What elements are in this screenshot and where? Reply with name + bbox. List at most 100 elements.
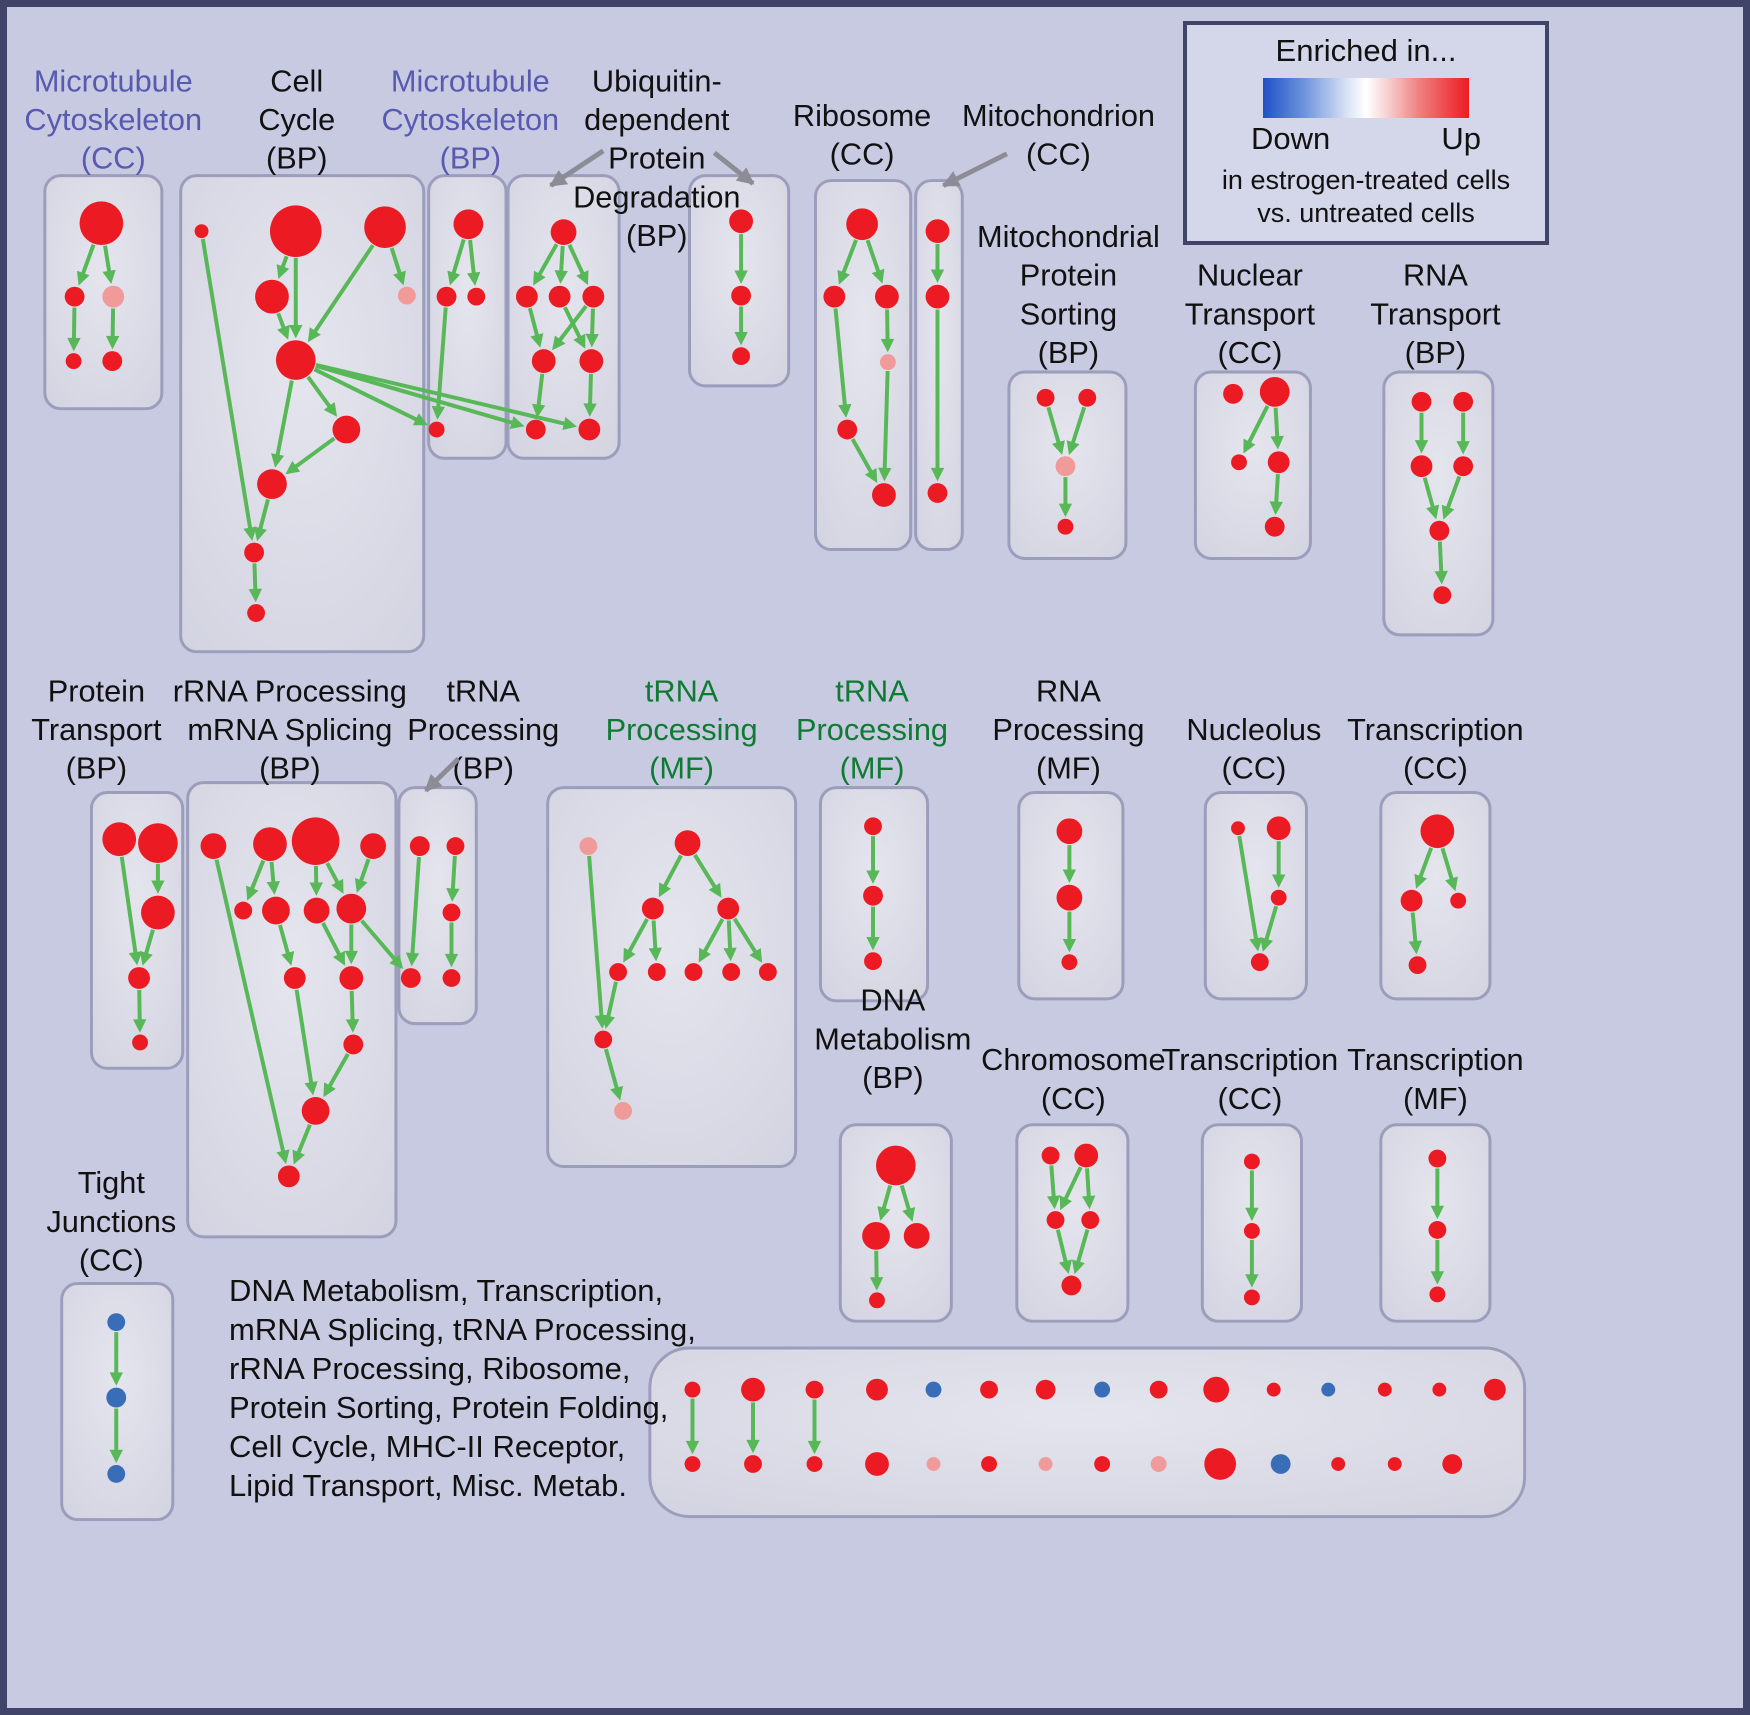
go-term-node-rna-proc-mf-b <box>1056 884 1083 911</box>
hierarchy-edge <box>658 854 683 898</box>
label-pointer-arrow <box>941 151 1009 188</box>
go-term-node-ribosome-cc-b <box>823 285 846 308</box>
go-term-node-cell-cycle-b <box>269 205 322 257</box>
go-term-node-misc-t12 <box>1321 1382 1336 1397</box>
go-term-node-misc-t10 <box>1203 1376 1230 1403</box>
legend-down-label: Down <box>1251 121 1331 156</box>
hierarchy-edge <box>446 855 460 902</box>
legend-context-line1: in estrogen-treated cells <box>1221 165 1511 195</box>
go-term-node-rna-transport-a <box>1411 391 1432 412</box>
nodes-layer <box>64 201 1506 1483</box>
hierarchy-edge <box>1055 1229 1072 1275</box>
go-term-node-cell-cycle-i <box>244 542 265 563</box>
cluster-label-trna-mf-a: (MF) <box>649 751 714 786</box>
hierarchy-edge <box>345 990 360 1033</box>
go-term-node-protein-transport-b <box>138 823 178 863</box>
go-term-node-transcription-cc-a-d <box>1408 956 1427 975</box>
go-term-node-trna-mf-b-b <box>863 885 883 906</box>
cluster-label-cell-cycle: Cell <box>270 63 323 98</box>
hierarchy-edge <box>899 1184 916 1222</box>
go-term-node-ubiq1-e <box>531 349 556 373</box>
hierarchy-edge <box>276 255 290 280</box>
go-term-node-trna-bp-e <box>442 969 461 987</box>
hierarchy-edge <box>1243 405 1270 454</box>
go-term-node-misc-t11 <box>1266 1382 1281 1397</box>
label-pointer-arrow <box>549 148 605 188</box>
cluster-label-transcription-cc-b: (CC) <box>1217 1081 1282 1116</box>
hierarchy-edge <box>248 563 262 603</box>
go-term-node-rna-proc-mf-a <box>1056 818 1083 845</box>
go-term-node-mito-cc-a <box>925 219 950 244</box>
cluster-label-chromosome-cc: (CC) <box>1041 1081 1106 1116</box>
go-term-node-trna-mf-a-j <box>594 1030 613 1049</box>
hierarchy-edge <box>1237 835 1263 952</box>
hierarchy-edge <box>447 238 466 286</box>
go-term-node-rna-transport-c <box>1410 455 1433 478</box>
hierarchy-edge <box>1059 1166 1083 1211</box>
go-term-node-rrna-mrna-f <box>262 896 290 925</box>
hierarchy-edge <box>1270 407 1284 450</box>
hierarchy-edge <box>119 856 142 966</box>
cluster-label-protein-transport: (BP) <box>66 751 127 786</box>
cluster-label-rna-transport: Transport <box>1370 296 1501 331</box>
go-term-node-nucleolus-cc-d <box>1250 953 1269 972</box>
misc-categories-line: Lipid Transport, Misc. Metab. <box>229 1468 627 1503</box>
cluster-label-ubiq1: Degradation <box>573 179 740 214</box>
go-term-node-ubiq1-f <box>579 349 604 373</box>
go-term-node-mt-bp-c <box>467 287 486 306</box>
go-term-node-cell-cycle-d <box>255 279 289 314</box>
hierarchy-edge <box>360 919 404 970</box>
labels-layer: Microtubule Cytoskeleton (CC) Cell Cycle (BP)… <box>24 63 1523 1277</box>
cluster-label-cell-cycle: (BP) <box>266 141 327 176</box>
edges-layer <box>67 234 1470 1464</box>
hierarchy-edge <box>732 917 763 963</box>
cluster-label-mt-cc: (CC) <box>81 141 146 176</box>
go-term-node-rna-transport-f <box>1433 586 1452 605</box>
go-term-node-nuclear-transport-e <box>1264 516 1285 537</box>
go-network-diagram: Microtubule Cytoskeleton (CC) Cell Cycle (BP)… <box>24 63 1527 1522</box>
cluster-label-ribosome-cc: Ribosome <box>793 98 931 133</box>
go-term-node-trna-mf-a-g <box>684 963 703 981</box>
hierarchy-edge <box>567 243 589 286</box>
go-term-node-ubiq2-c <box>732 347 751 366</box>
cluster-label-dna-metab: Metabolism <box>814 1021 971 1056</box>
go-term-node-ribosome-cc-e <box>837 419 858 440</box>
go-term-node-rrna-mrna-b <box>253 827 287 861</box>
hierarchy-edge <box>266 861 281 895</box>
hierarchy-edge <box>354 858 371 893</box>
go-term-node-tight-junctions-c <box>107 1465 126 1483</box>
go-term-node-mt-cc-a <box>79 201 124 246</box>
cluster-label-ubiq1: Ubiquitin- <box>592 63 722 98</box>
go-term-node-rna-transport-d <box>1453 456 1474 477</box>
cluster-label-rna-proc-mf: RNA <box>1036 673 1101 708</box>
go-term-node-trna-mf-a-e <box>609 963 628 981</box>
label-pointer-arrow <box>423 757 461 793</box>
go-term-node-misc-t3 <box>805 1380 824 1399</box>
hierarchy-edge <box>278 924 295 966</box>
go-term-node-misc-b6 <box>981 1456 997 1472</box>
go-term-node-trna-mf-a-a <box>579 837 598 856</box>
misc-categories-line: Protein Sorting, Protein Folding, <box>229 1390 669 1425</box>
cluster-label-mt-cc: Cytoskeleton <box>24 102 202 137</box>
misc-categories-line: rRNA Processing, Ribosome, <box>229 1351 631 1386</box>
go-term-node-rna-proc-mf-c <box>1061 954 1078 971</box>
hierarchy-edge <box>313 367 428 426</box>
cluster-label-mt-bp: (BP) <box>440 141 501 176</box>
cluster-label-cell-cycle: Cycle <box>258 102 335 137</box>
cluster-label-mito-sort: Mitochondrial <box>977 219 1160 254</box>
go-term-node-rna-transport-e <box>1429 520 1450 541</box>
cluster-box-transcription-cc-a <box>1379 791 1492 1001</box>
label-pointer-arrow <box>712 150 755 186</box>
cluster-label-ubiq1: dependent <box>584 102 730 137</box>
hierarchy-edge <box>563 306 586 349</box>
hierarchy-edge <box>307 244 375 343</box>
cluster-label-ribosome-cc: (CC) <box>830 137 895 172</box>
hierarchy-edge <box>315 363 525 429</box>
cluster-label-transcription-cc-a: Transcription <box>1347 712 1523 747</box>
go-term-node-transcription-cc-a-c <box>1450 892 1467 909</box>
cluster-label-transcription-mf: (MF) <box>1403 1081 1468 1116</box>
hierarchy-edge <box>603 1048 624 1101</box>
misc-categories-line: Cell Cycle, MHC-II Receptor, <box>229 1429 626 1464</box>
go-term-node-rrna-mrna-m <box>277 1165 300 1188</box>
cluster-label-trna-mf-b: tRNA <box>835 673 909 708</box>
